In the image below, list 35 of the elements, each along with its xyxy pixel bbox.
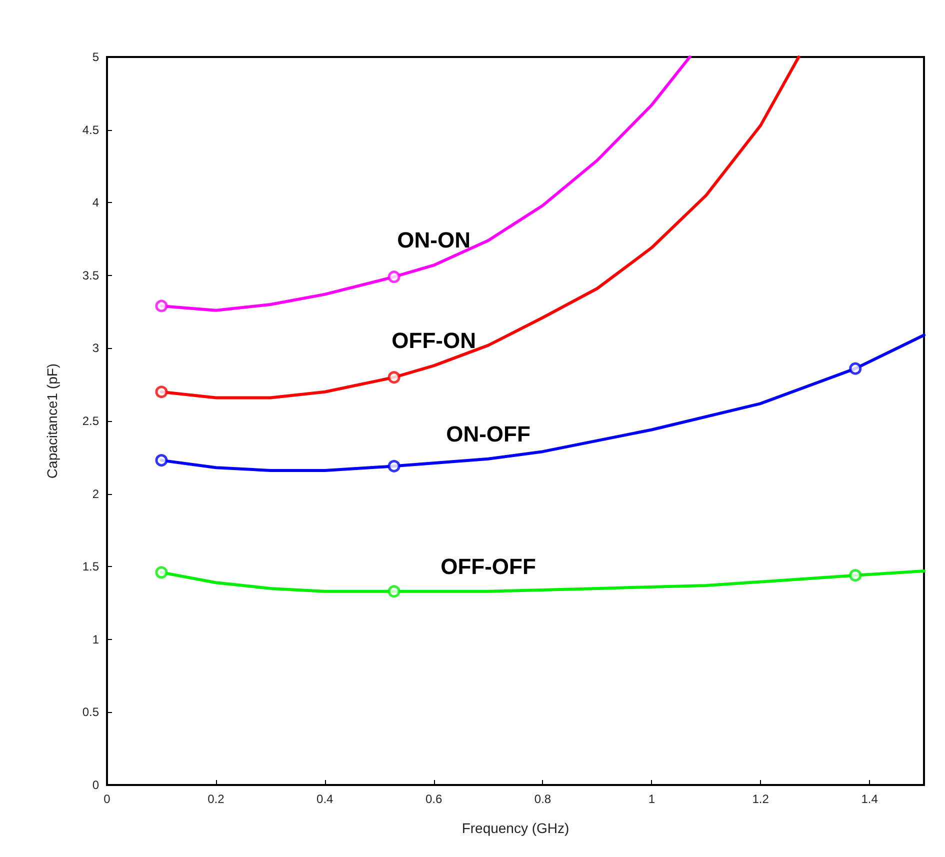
x-tick-label: 0.4 [316, 792, 334, 806]
y-tick-label: 2 [92, 486, 100, 501]
point [388, 460, 400, 472]
point [155, 454, 168, 467]
x-tick-label: 0 [104, 792, 111, 806]
y-axis-title: Capacitance1 (pF) [44, 363, 60, 479]
x-tick-label: 0.6 [425, 792, 442, 806]
x-tick-label: 0.8 [534, 792, 552, 806]
series-label: OFF-ON [392, 328, 476, 354]
point [388, 371, 400, 384]
y-tick-label: 2.5 [82, 414, 100, 428]
point [849, 362, 862, 375]
x-tick-label: 1.2 [752, 792, 770, 806]
y-tick-label: 4 [92, 196, 100, 210]
point [155, 566, 168, 579]
point [849, 569, 862, 582]
point [388, 585, 400, 598]
point [388, 270, 400, 284]
y-tick-label: 0.5 [82, 705, 100, 720]
y-tick-label: 3 [92, 341, 100, 356]
y-tick-label: 1 [92, 632, 100, 646]
x-axis-title: Frequency (GHz) [462, 820, 570, 836]
series-label: OFF-OFF [440, 554, 536, 579]
point [155, 386, 168, 398]
y-tick-label: 1.5 [82, 560, 100, 574]
x-tick-label: 1.4 [861, 792, 878, 806]
y-tick-label: 4.5 [82, 122, 100, 137]
x-tick-label: 0.2 [208, 792, 225, 806]
series-label: ON-OFF [446, 421, 530, 446]
series-label: ON-ON [397, 228, 470, 253]
y-tick-label: 5 [92, 50, 100, 64]
point [155, 300, 168, 312]
x-tick-label: 1 [648, 792, 656, 806]
y-tick-label: 3.5 [82, 268, 100, 282]
y-tick-label: 0 [92, 778, 100, 792]
